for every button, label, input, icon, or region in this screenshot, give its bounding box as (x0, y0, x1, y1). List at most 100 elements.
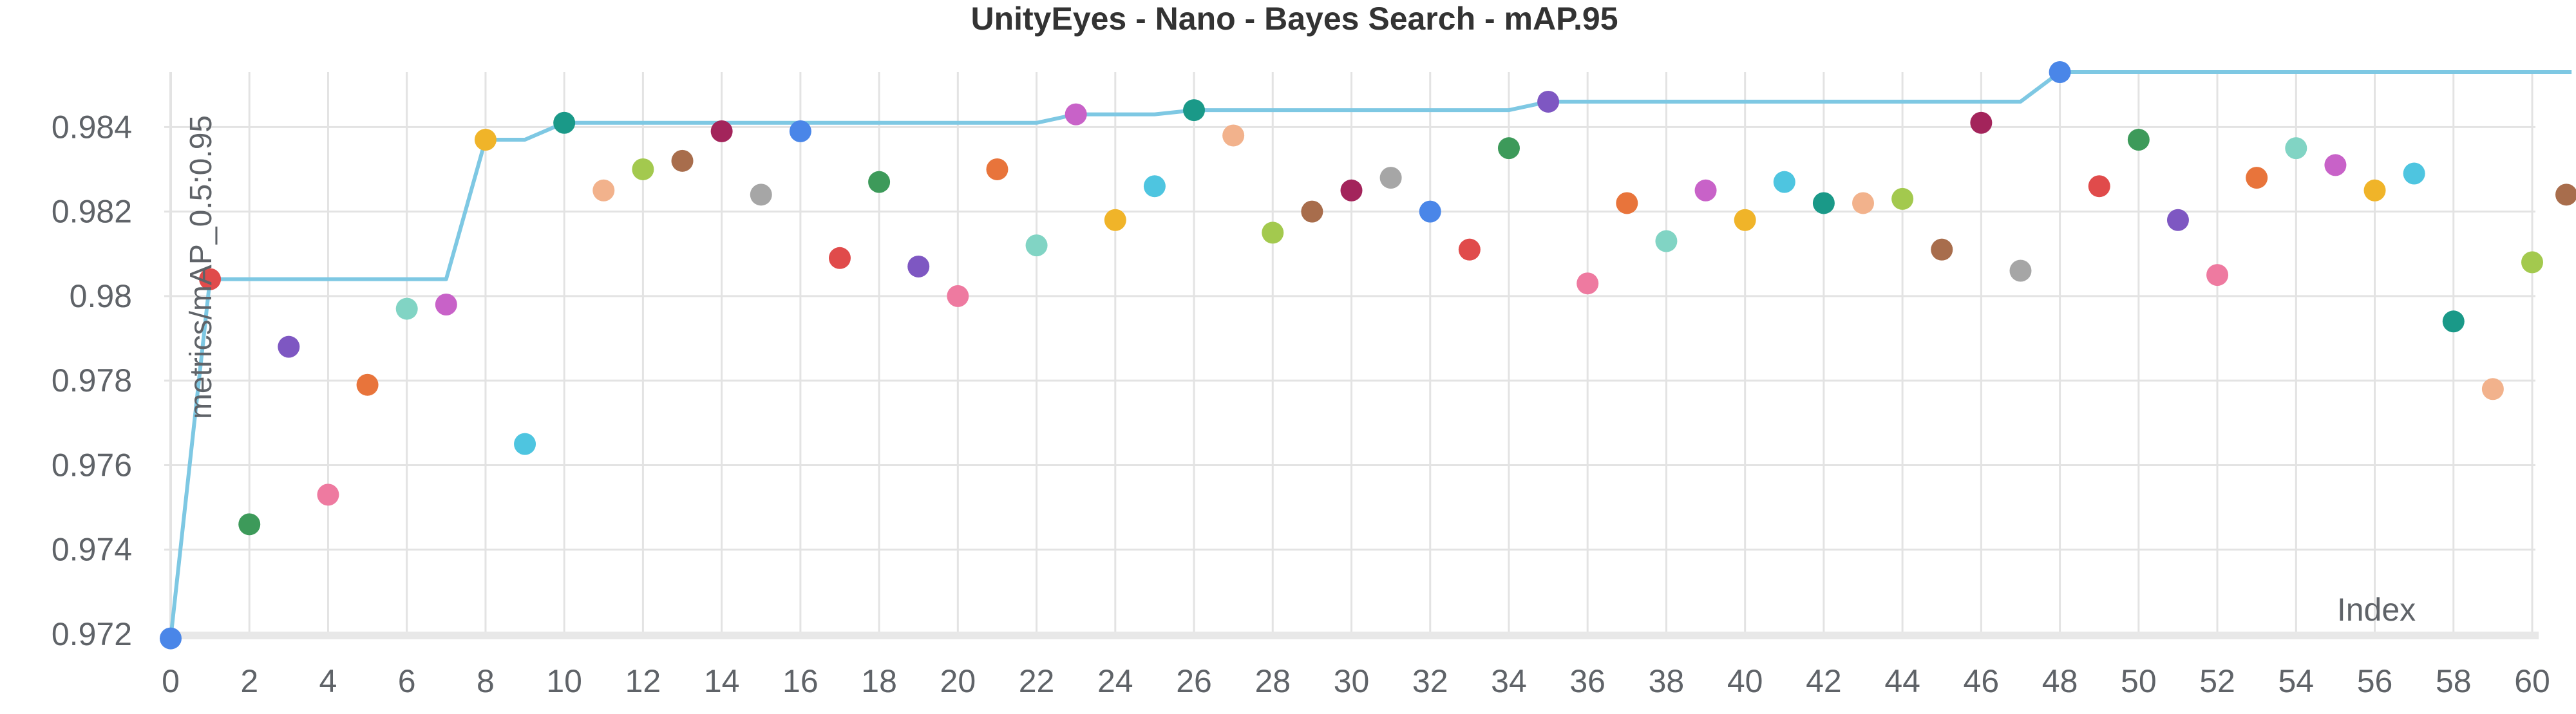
x-tick-label: 22 (1019, 663, 1055, 699)
y-tick-label: 0.972 (52, 616, 132, 652)
x-tick-label: 42 (1806, 663, 1842, 699)
line-layer (169, 70, 2572, 639)
scatter-point[interactable] (868, 171, 891, 193)
x-tick-label: 18 (861, 663, 897, 699)
scatter-point[interactable] (1852, 192, 1875, 214)
scatter-point[interactable] (1143, 175, 1166, 198)
x-tick-label: 2 (240, 663, 258, 699)
x-tick-label: 26 (1176, 663, 1212, 699)
scatter-point[interactable] (1655, 230, 1678, 252)
scatter-point[interactable] (435, 294, 457, 316)
x-tick-label: 40 (1727, 663, 1763, 699)
scatter-point[interactable] (514, 433, 536, 455)
scatter-point[interactable] (1694, 179, 1717, 202)
scatter-point[interactable] (986, 158, 1009, 180)
x-tick-label: 56 (2357, 663, 2393, 699)
x-tick-label: 28 (1255, 663, 1291, 699)
x-tick-label: 32 (1412, 663, 1448, 699)
scatter-point[interactable] (2206, 264, 2229, 287)
scatter-point[interactable] (2481, 378, 2504, 400)
scatter-point[interactable] (828, 247, 851, 269)
scatter-point[interactable] (2009, 259, 2032, 282)
scatter-point[interactable] (1104, 209, 1126, 231)
x-tick-label: 0 (162, 663, 180, 699)
scatter-point[interactable] (2324, 154, 2347, 176)
scatter-point[interactable] (2403, 162, 2425, 185)
scatter-point[interactable] (2166, 209, 2189, 231)
x-tick-label: 24 (1097, 663, 1133, 699)
chart-title: UnityEyes - Nano - Bayes Search - mAP.95 (971, 1, 1618, 37)
grid-layer (164, 72, 2535, 639)
x-tick-label: 34 (1491, 663, 1527, 699)
x-axis-label: Index (2337, 592, 2416, 628)
scatter-point[interactable] (1065, 103, 1087, 126)
scatter-point[interactable] (1379, 167, 1402, 189)
scatter-point[interactable] (750, 183, 772, 206)
scatter-point[interactable] (710, 120, 733, 142)
scatter-point[interactable] (1812, 192, 1835, 214)
scatter-point[interactable] (1537, 90, 1560, 113)
scatter-point[interactable] (1025, 234, 1048, 257)
x-tick-label: 16 (782, 663, 819, 699)
y-tick-label: 0.976 (52, 447, 132, 483)
scatter-point[interactable] (2521, 251, 2543, 274)
scatter-point[interactable] (199, 268, 222, 290)
scatter-point[interactable] (1931, 238, 1953, 261)
x-tick-label: 36 (1569, 663, 1605, 699)
scatter-point[interactable] (947, 285, 969, 307)
scatter-point[interactable] (2246, 167, 2268, 189)
scatter-point[interactable] (474, 129, 497, 151)
scatter-point[interactable] (907, 255, 930, 277)
scatter-point[interactable] (356, 373, 379, 396)
scatter-point[interactable] (238, 513, 261, 536)
scatter-point[interactable] (1340, 179, 1363, 202)
x-tick-label: 12 (625, 663, 661, 699)
scatter-point[interactable] (2127, 129, 2150, 151)
scatter-point[interactable] (1891, 187, 1914, 210)
x-tick-label: 58 (2436, 663, 2472, 699)
x-tick-label: 50 (2121, 663, 2157, 699)
x-tick-label: 4 (319, 663, 337, 699)
x-tick-label: 38 (1649, 663, 1685, 699)
y-tick-label: 0.978 (52, 362, 132, 399)
scatter-point[interactable] (278, 335, 300, 358)
scatter-point[interactable] (1616, 192, 1638, 214)
scatter-point[interactable] (1301, 200, 1323, 223)
x-tick-label: 54 (2278, 663, 2314, 699)
x-tick-label: 46 (1964, 663, 2000, 699)
scatter-point[interactable] (1734, 209, 1756, 231)
scatter-point[interactable] (2088, 175, 2110, 198)
scatter-point[interactable] (2442, 310, 2465, 333)
scatter-point[interactable] (789, 120, 811, 142)
scatter-point[interactable] (1497, 137, 1520, 160)
scatter-point[interactable] (2363, 179, 2386, 202)
scatter-point[interactable] (553, 111, 576, 134)
scatter-point[interactable] (592, 179, 615, 202)
x-axis-band (164, 632, 2539, 639)
scatter-point[interactable] (2555, 183, 2576, 206)
scatter-point[interactable] (1222, 124, 1245, 147)
scatter-point[interactable] (1577, 272, 1599, 295)
scatter-point[interactable] (2285, 137, 2307, 160)
x-tick-label: 14 (704, 663, 740, 699)
scatter-point[interactable] (395, 297, 418, 320)
x-tick-label: 20 (940, 663, 976, 699)
scatter-point[interactable] (1262, 221, 1284, 244)
scatter-point[interactable] (1458, 238, 1481, 261)
best-so-far-line (169, 70, 2572, 639)
scatter-point[interactable] (2049, 61, 2071, 83)
scatter-point[interactable] (317, 484, 339, 506)
scatter-point[interactable] (632, 158, 654, 180)
scatter-point[interactable] (1419, 200, 1441, 223)
x-tick-label: 30 (1334, 663, 1370, 699)
scatter-point[interactable] (160, 627, 182, 650)
x-tick-label: 52 (2199, 663, 2235, 699)
scatter-point[interactable] (671, 149, 694, 172)
x-tick-label: 6 (398, 663, 416, 699)
scatter-point[interactable] (1183, 99, 1206, 122)
scatter-point[interactable] (1970, 111, 1993, 134)
scatter-point[interactable] (1773, 171, 1795, 193)
